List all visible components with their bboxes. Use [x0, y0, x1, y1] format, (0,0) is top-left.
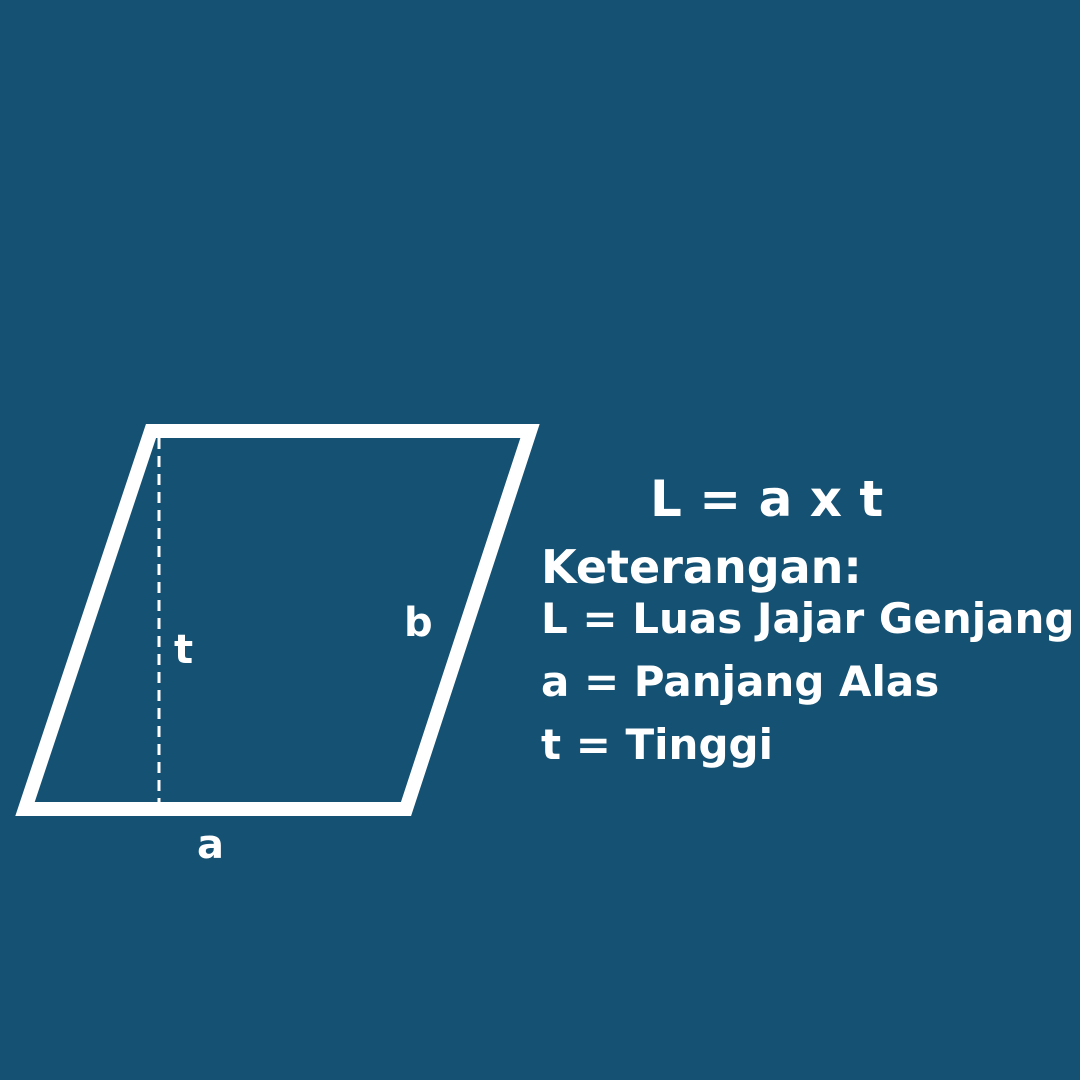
height-label: t: [174, 627, 194, 673]
side-label: b: [404, 600, 433, 646]
parallelogram-outline: [15, 424, 540, 816]
legend: Keterangan: L = Luas Jajar Genjang a = P…: [541, 544, 1076, 787]
legend-line-area: L = Luas Jajar Genjang: [541, 594, 1075, 643]
legend-line-base: a = Panjang Alas: [541, 657, 940, 706]
area-formula: L = a x t: [650, 470, 884, 528]
legend-line-height: t = Tinggi: [541, 720, 773, 769]
legend-title: Keterangan:: [541, 540, 862, 594]
base-label: a: [197, 822, 224, 868]
